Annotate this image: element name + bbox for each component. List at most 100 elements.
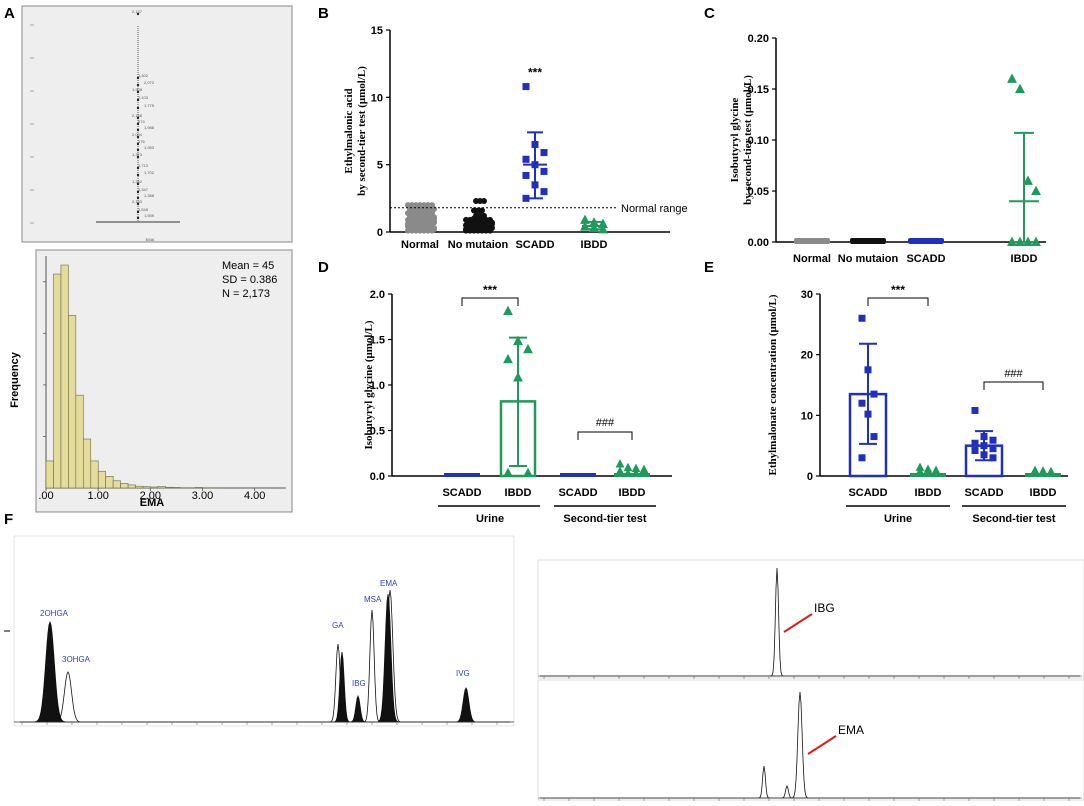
- histogram-bar: [112, 480, 121, 489]
- y-tick-label: 0.15: [748, 84, 769, 96]
- x-tick-label: 1.00: [87, 490, 108, 502]
- panel-label-d: D: [318, 259, 329, 276]
- y-axis-label: by second-tier test (μmol/L): [356, 66, 368, 196]
- histogram-bar: [120, 483, 129, 489]
- x-tick-label: IBDD: [619, 487, 646, 499]
- x-tick-label: No mutaion: [838, 253, 899, 265]
- chromatogram-top-frame: [537, 559, 1084, 679]
- y-tick-label: 1.0: [370, 380, 385, 392]
- outlier-label: 1,908: [132, 87, 143, 92]
- ibdd-urine-point: [503, 353, 513, 364]
- scadd-second-point: [980, 433, 988, 441]
- outlier-point: [136, 202, 140, 206]
- group-label: Second-tier test: [563, 513, 646, 525]
- outlier-point: [136, 83, 140, 87]
- ibdd-urine-point: [915, 466, 925, 476]
- y-tick-label: 0.05: [748, 186, 769, 198]
- significance-label: ***: [891, 283, 905, 297]
- normal-point: [429, 223, 435, 230]
- ibdd-point: [1007, 73, 1017, 83]
- normal-range-label: Normal range: [621, 203, 688, 215]
- significance-bracket: [577, 431, 633, 440]
- y-tick-label: 5: [377, 160, 383, 172]
- hist-stat-sd: SD = 0.386: [222, 274, 277, 286]
- significance-label: ###: [1004, 368, 1023, 380]
- y-tick-label: 10: [801, 410, 813, 422]
- boxplot-x-label: EMA: [146, 237, 155, 242]
- peak-label: 2OHGA: [40, 609, 69, 618]
- x-tick-label: No mutaion: [448, 239, 509, 251]
- x-tick-label: SCADD: [848, 487, 887, 499]
- outlier-point: [136, 76, 140, 80]
- outlier-point: [136, 142, 140, 146]
- histogram-bar: [53, 273, 62, 489]
- panel-a-histogram: .00 1.00 2.00 3.00 4.00 Mean = 45 SD = 0.386…: [9, 249, 293, 513]
- peak-label: MSA: [364, 595, 382, 604]
- outlier-point: [136, 106, 140, 110]
- peak-label: GA: [332, 621, 344, 630]
- histogram-bar: [150, 486, 159, 489]
- outlier-point: [136, 12, 140, 16]
- outlier-label: 1,373: [132, 152, 143, 157]
- ibdd-urine-point: [931, 465, 941, 474]
- outlier-label: 2,148: [132, 113, 143, 118]
- chromatogram-right-traces: IBG EMA: [537, 559, 1084, 801]
- outlier-label: 1,402: [138, 73, 149, 78]
- chromatogram-left-trace: 2OHGA 3OHGA GA IBG MSA EMA IVG: [4, 579, 514, 725]
- scadd-urine-point: [864, 366, 872, 374]
- ibdd-second-point: [623, 468, 633, 477]
- panel-b-chart: 0 5 10 15 Ethylmalonic acid by second-tier te…: [343, 25, 688, 251]
- outlier-label: 376: [138, 139, 145, 144]
- outlier-label: 1,342: [132, 179, 143, 184]
- outlier-point: [136, 135, 140, 139]
- y-tick-label: 0: [807, 471, 813, 483]
- ibdd-urine-point: [503, 305, 513, 316]
- y-tick-label: 1.5: [370, 335, 385, 347]
- panel-c-chart: 0.00 0.05 0.10 0.15 0.20 Isobutyryl glycine by…: [729, 33, 1046, 265]
- scadd-second-point: [989, 454, 997, 462]
- x-tick-label: IBDD: [581, 239, 608, 251]
- histogram-bar: [60, 264, 69, 489]
- scadd-cluster: [908, 238, 944, 244]
- y-axis-label: Isobutyryl glycine (μmol/L): [363, 320, 375, 449]
- histogram-bar: [127, 484, 136, 489]
- panel-f-right-chromatograms: IBG EMA: [537, 559, 1084, 801]
- outlier-point: [136, 182, 140, 186]
- ibdd-point: [1015, 83, 1025, 94]
- panel-label-b: B: [318, 5, 329, 22]
- scadd-second-point: [971, 447, 979, 455]
- no-mutation-point: [479, 215, 485, 222]
- histogram-plot-area: .00 1.00 2.00 3.00 4.00: [38, 256, 286, 502]
- outlier-point: [136, 190, 140, 194]
- outlier-label: 2,004: [132, 132, 143, 137]
- scadd-point: [522, 171, 530, 179]
- ibdd-urine-point: [513, 335, 523, 346]
- y-tick-label: 2.0: [370, 289, 385, 301]
- y-axis-label: Isobutyryl glycine: [729, 98, 741, 183]
- outlier-label: 1,988: [144, 125, 155, 130]
- panel-label-c: C: [704, 5, 715, 22]
- peak-label: IVG: [456, 669, 470, 678]
- chromatogram-bottom-frame: [537, 679, 1084, 801]
- x-tick-label: SCADD: [964, 487, 1003, 499]
- significance-bracket: [461, 297, 519, 306]
- outlier-point: [136, 210, 140, 214]
- y-tick-label: 30: [801, 289, 813, 301]
- histogram-bar: [135, 485, 144, 489]
- y-axis-label: Ethylmalonic acid: [343, 88, 355, 173]
- outlier-point: [136, 155, 140, 159]
- x-tick-label: 4.00: [244, 490, 265, 502]
- outlier-point: [136, 166, 140, 170]
- annotation-label: IBG: [814, 601, 835, 615]
- outlier-point: [136, 216, 140, 220]
- outlier-point: [136, 122, 140, 126]
- no-mutation-cluster: [850, 238, 886, 244]
- scadd-point: [522, 194, 530, 202]
- histogram-bar: [194, 487, 203, 489]
- scadd-urine-point: [858, 454, 866, 462]
- x-tick-label: SCADD: [515, 239, 554, 251]
- panel-e-chart: 0 10 20 30 Ethylmalonate concentration (μmol…: [767, 283, 1068, 525]
- ibdd-second-point: [1046, 466, 1056, 476]
- outlier-label: 1,953: [144, 145, 155, 150]
- panel-label-e: E: [704, 259, 714, 276]
